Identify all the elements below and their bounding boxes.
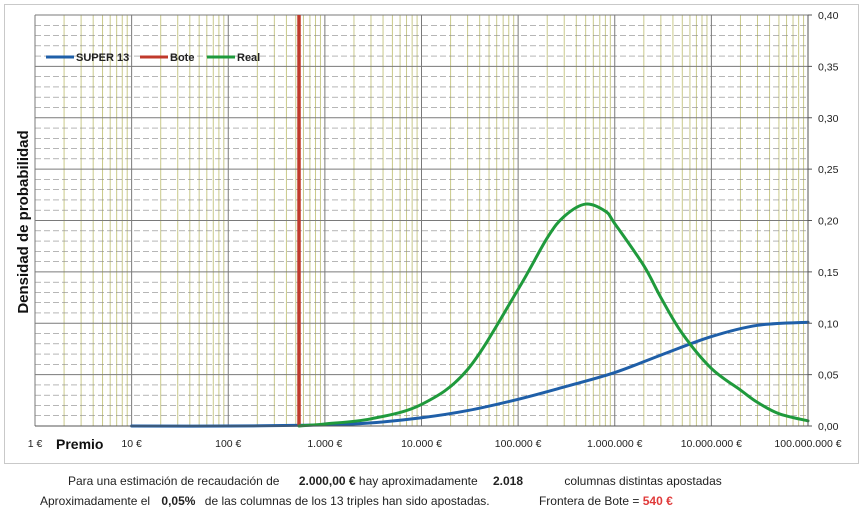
y-tick-label: 0,30 [818,113,839,125]
footer-recaudacion-prefix: Para una estimación de recaudación de [68,474,280,488]
chart-frame [4,4,859,464]
y-tick-label: 0,20 [818,216,839,228]
footer-frontera-value: 540 € [642,494,673,508]
x-tick-label: 1.000.000 € [587,438,643,450]
legend-label: Real [237,52,260,64]
x-tick-label: 1.000 € [307,438,342,450]
x-tick-label: 100.000 € [495,438,542,450]
probability-density-chart: 1 € 10 € 100 € 1.000 € 10.000 € 100.000 € 1.00… [15,10,842,452]
series-real-line [297,202,810,428]
x-tick-label: 10.000 € [401,438,442,450]
y-axis-title: Densidad de probabilidad [15,130,32,313]
series-layer [130,15,810,428]
x-tick-label: 100 € [215,438,241,450]
y-tick-label: 0,00 [818,421,839,433]
legend-label: Bote [170,52,194,64]
footer-porcentaje-value: 0,05% [161,494,196,508]
footer-recaudacion-middle: hay aproximadamente [358,474,478,488]
x-axis-title: Premio [56,436,103,452]
y-tick-label: 0,15 [818,267,839,279]
footer-recaudacion-value: 2.000,00 € [298,474,356,488]
y-tick-label: 0,35 [818,61,839,73]
footer-porcentaje-middle: de las columnas de los 13 triples han si… [204,494,490,508]
y-tick-label: 0,05 [818,370,839,382]
y-tick-label: 0,25 [818,164,839,176]
footer-line-1: Para una estimación de recaudación de 2.… [68,474,722,488]
footer-porcentaje-prefix: Aproximadamente el [40,494,151,508]
x-tick-label: 10 € [121,438,142,450]
legend: SUPER 13 Bote Real [46,52,260,64]
axis-layer: 1 € 10 € 100 € 1.000 € 10.000 € 100.000 € 1.00… [15,10,842,452]
footer-columnas-suffix: columnas distintas apostadas [564,474,722,488]
legend-label: SUPER 13 [76,52,129,64]
x-tick-label: 10.000.000 € [681,438,742,450]
y-tick-label: 0,10 [818,318,839,330]
y-tick-label: 0,40 [818,10,839,22]
footer-columnas-value: 2.018 [492,474,523,488]
footer-line-2: Aproximadamente el 0,05% de las columnas… [40,494,673,508]
grid-layer [34,14,809,427]
x-tick-label: 100.000.000 € [774,438,841,450]
x-tick-label: 1 € [28,438,43,450]
footer-frontera-label: Frontera de Bote = [538,494,640,508]
